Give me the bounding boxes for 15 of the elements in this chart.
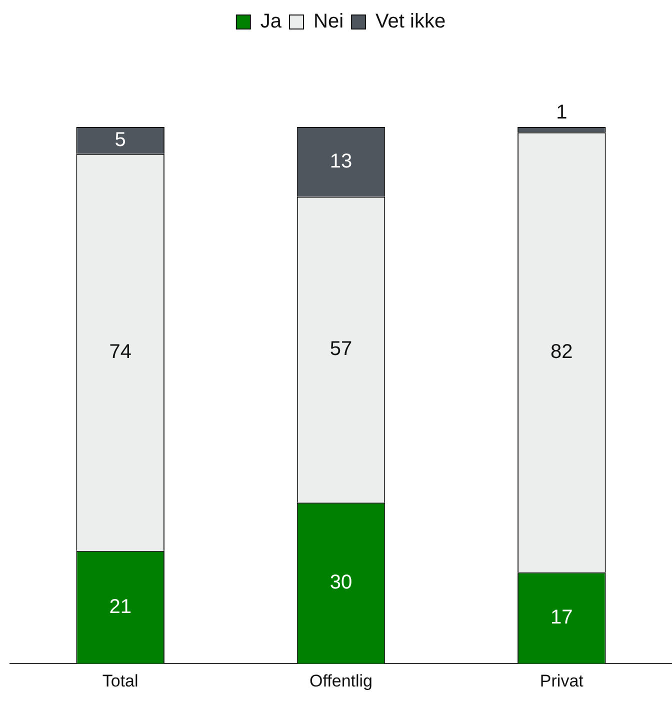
data-label: 17 (550, 606, 573, 629)
data-label: 21 (109, 596, 132, 618)
legend-label: Nei (314, 10, 344, 33)
legend-label: Ja (260, 10, 282, 33)
x-tick-label: Total (102, 671, 138, 690)
x-tick-label: Privat (540, 671, 584, 690)
data-label: 82 (550, 340, 573, 363)
data-label: 5 (114, 128, 126, 151)
data-label: 1 (556, 102, 568, 124)
data-label: 13 (330, 150, 352, 172)
data-label: 57 (330, 338, 352, 360)
data-label: 74 (109, 340, 132, 363)
data-label: 30 (330, 572, 352, 594)
x-tick-label: Offentlig (309, 671, 373, 690)
legend-label: Vet ikke (376, 10, 446, 33)
